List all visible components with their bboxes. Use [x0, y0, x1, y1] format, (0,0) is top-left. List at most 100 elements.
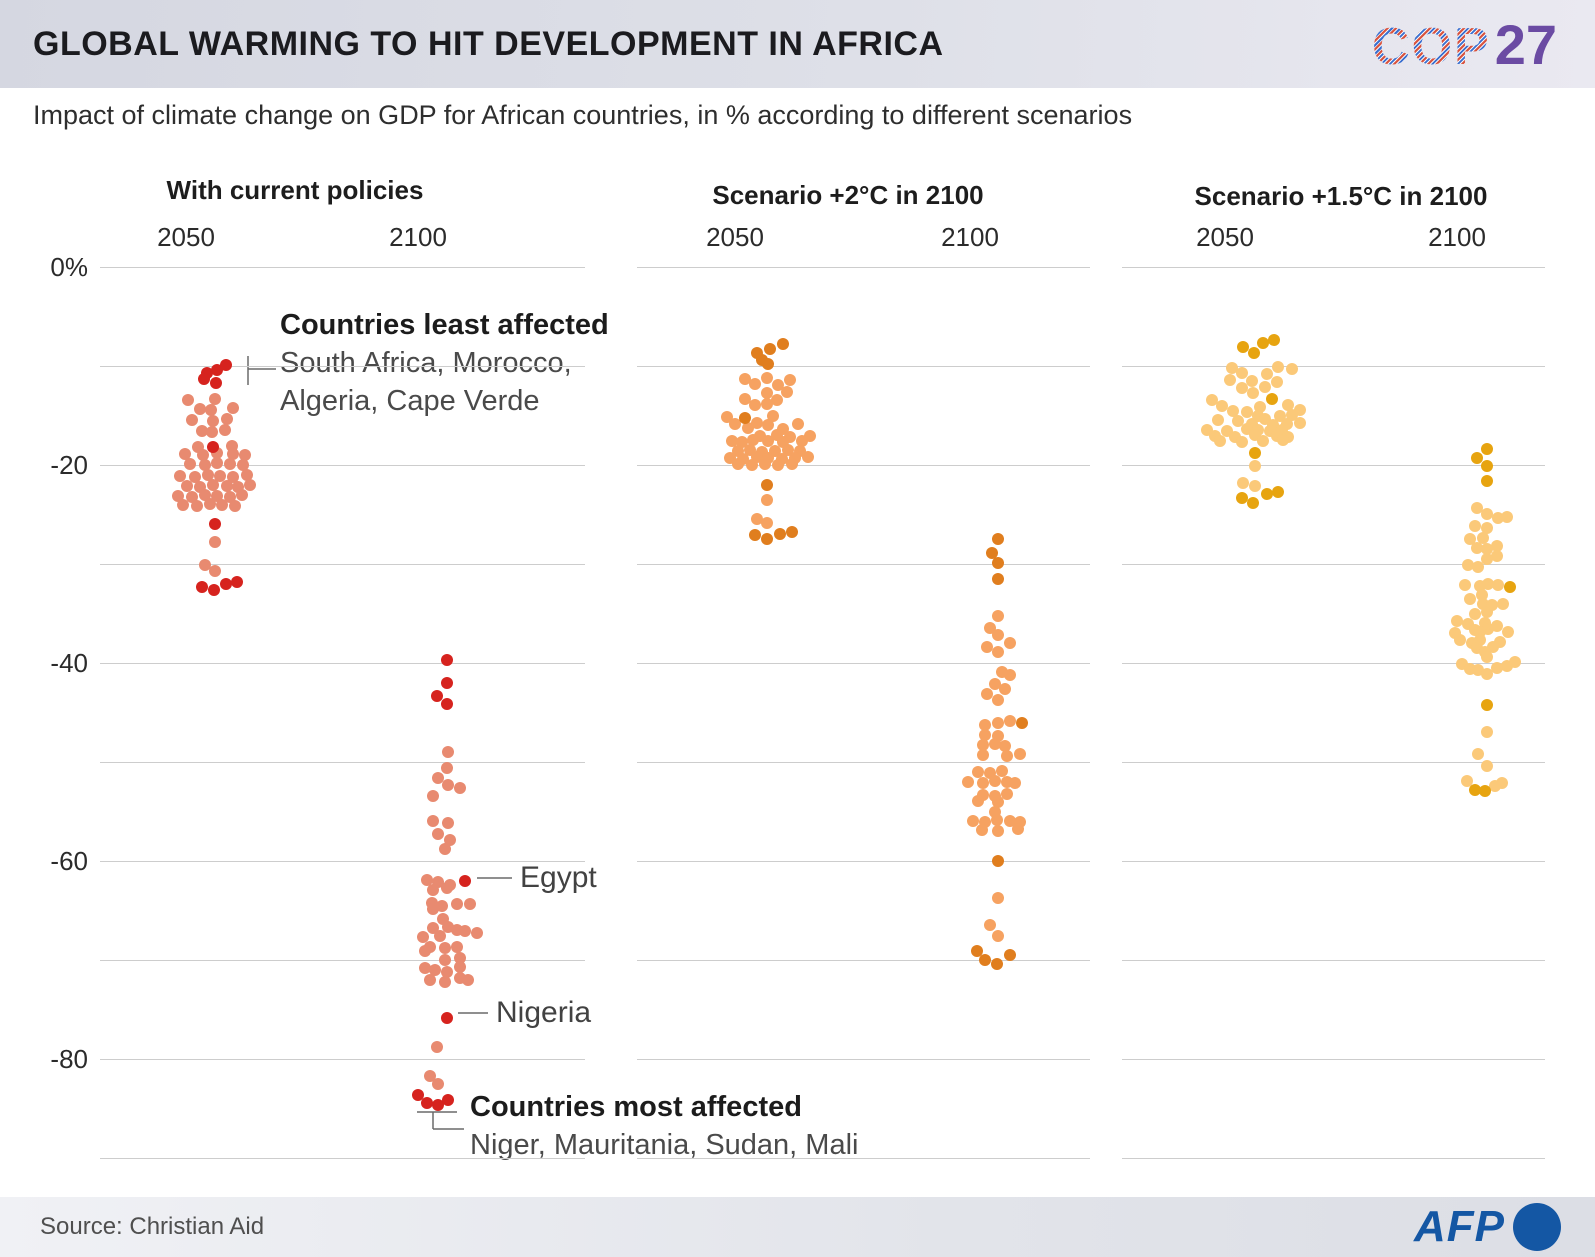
- gridline: [100, 861, 585, 862]
- country-dot: [761, 517, 773, 530]
- country-dot: [421, 873, 433, 886]
- country-dot: [992, 930, 1004, 943]
- country-dot: [1282, 398, 1294, 411]
- country-dot: [977, 776, 989, 789]
- country-dot: [464, 897, 476, 910]
- country-dot: [979, 729, 991, 742]
- country-dot: [761, 493, 773, 506]
- country-dot: [1241, 405, 1253, 418]
- country-dot: [174, 469, 186, 482]
- country-dot-highlighted: [220, 359, 232, 371]
- country-dot: [441, 881, 453, 894]
- country-dot: [989, 738, 1001, 751]
- annotation-least-countries-1: South Africa, Morocco,: [280, 347, 572, 379]
- country-dot: [1294, 417, 1306, 430]
- country-dot-highlighted: [412, 1088, 424, 1101]
- country-dot: [432, 1077, 444, 1090]
- country-dot-highlighted: [761, 478, 773, 491]
- country-dot: [1236, 366, 1248, 379]
- country-dot: [1214, 435, 1226, 448]
- year-column-label: 2050: [706, 222, 764, 252]
- year-column-label: 2100: [1428, 222, 1486, 252]
- country-dot: [181, 479, 193, 492]
- country-dot: [1286, 362, 1298, 375]
- country-dot: [434, 930, 446, 943]
- gridline: [1122, 1158, 1545, 1159]
- country-dot: [796, 435, 808, 448]
- gridline: [1122, 465, 1545, 466]
- country-dot: [419, 961, 431, 974]
- country-dot: [992, 693, 1004, 706]
- country-dot-highlighted: [442, 1093, 454, 1106]
- annotation-most-affected: Countries most affected Niger, Mauritani…: [470, 1088, 858, 1164]
- country-dot: [214, 469, 226, 482]
- country-dot: [967, 815, 979, 828]
- country-dot: [761, 386, 773, 399]
- country-dot: [1216, 399, 1228, 412]
- chart-subtitle: Impact of climate change on GDP for Afri…: [33, 100, 1133, 130]
- country-dot: [1261, 367, 1273, 380]
- country-dot: [1481, 726, 1493, 739]
- gridline: [100, 366, 585, 367]
- gridline: [1122, 267, 1545, 268]
- country-dot: [771, 393, 783, 406]
- gridline: [1122, 960, 1545, 961]
- country-dot: [227, 448, 239, 461]
- country-dot-highlighted: [979, 954, 991, 966]
- gridline: [100, 663, 585, 664]
- gridline: [637, 564, 1090, 565]
- country-dot: [751, 417, 763, 430]
- country-dot: [229, 499, 241, 512]
- country-dot: [442, 778, 454, 791]
- country-dot: [759, 458, 771, 470]
- country-dot-highlighted: [986, 547, 998, 560]
- country-dot-highlighted: [764, 343, 776, 356]
- panel-title: Scenario +2°C in 2100: [712, 180, 984, 210]
- gridline: [637, 267, 1090, 268]
- country-dot-highlighted: [992, 533, 1004, 546]
- gridline: [100, 267, 585, 268]
- country-dot: [1001, 787, 1013, 800]
- country-dot: [991, 814, 1003, 827]
- country-dot-highlighted: [1481, 474, 1493, 487]
- country-dot-highlighted: [1481, 459, 1493, 472]
- country-dot: [1224, 373, 1236, 386]
- gridline: [637, 366, 1090, 367]
- country-dot-highlighted: [441, 676, 453, 689]
- country-dot: [1249, 459, 1261, 472]
- country-dot: [419, 945, 431, 958]
- country-dot: [1451, 615, 1463, 628]
- country-dot: [742, 422, 754, 435]
- country-dot: [1464, 592, 1476, 605]
- country-dot: [207, 478, 219, 491]
- country-dot: [471, 927, 483, 940]
- country-dot-highlighted: [431, 689, 443, 702]
- country-dot-highlighted: [1247, 496, 1259, 509]
- country-dot: [436, 899, 448, 912]
- country-dot-highlighted: [459, 874, 471, 887]
- country-dot: [992, 825, 1004, 838]
- country-dot: [189, 470, 201, 483]
- country-dot: [1461, 774, 1473, 787]
- country-dot: [1492, 578, 1504, 591]
- country-dot: [992, 795, 1004, 808]
- cop27-logo-cop-text: COP: [1372, 17, 1491, 76]
- country-dot: [199, 459, 211, 471]
- country-dot: [186, 414, 198, 427]
- country-dot: [221, 413, 233, 426]
- country-dot: [999, 740, 1011, 753]
- page-title: GLOBAL WARMING TO HIT DEVELOPMENT IN AFR…: [33, 24, 944, 63]
- country-dot-highlighted: [1248, 347, 1260, 360]
- gridline: [100, 960, 585, 961]
- country-dot-highlighted: [198, 372, 210, 385]
- country-dot: [762, 435, 774, 448]
- country-dot: [1481, 522, 1493, 535]
- country-dot: [462, 973, 474, 986]
- country-dot: [1237, 476, 1249, 489]
- country-dot: [202, 468, 214, 481]
- country-dot: [417, 931, 429, 944]
- country-dot-highlighted: [1504, 580, 1516, 593]
- country-dot: [209, 536, 221, 549]
- gridline: [637, 1059, 1090, 1060]
- gridline: [1122, 564, 1545, 565]
